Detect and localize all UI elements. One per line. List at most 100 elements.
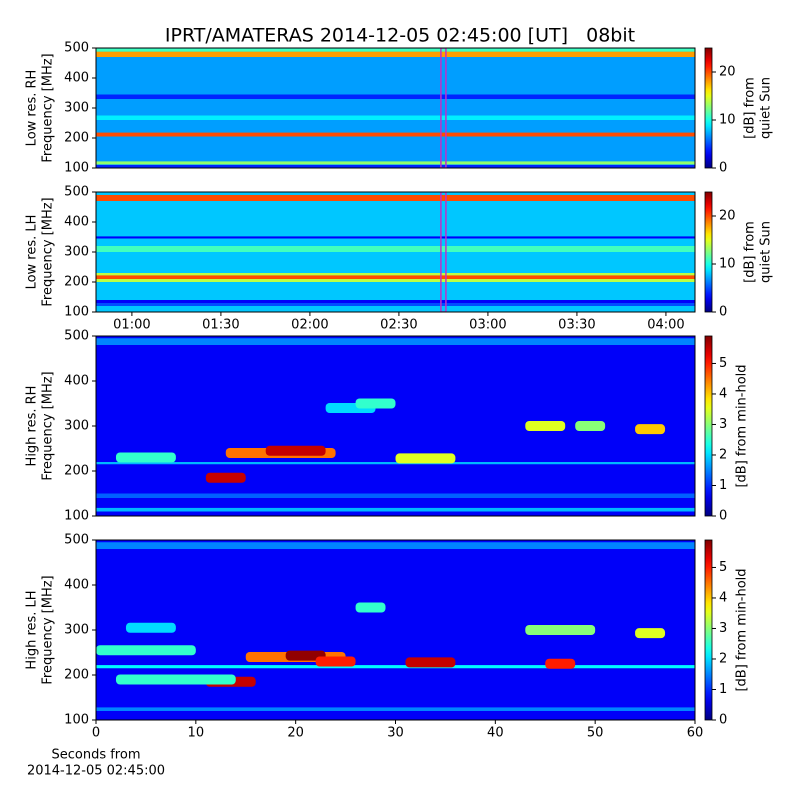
- band: [96, 246, 695, 252]
- burst: [205, 472, 246, 483]
- y-tick-label: 500: [64, 533, 89, 548]
- x-tick-label: 60: [687, 726, 704, 741]
- x-tick-label: 30: [387, 726, 404, 741]
- band: [96, 338, 695, 345]
- y-axis-label: High res. RH: [25, 386, 40, 467]
- y-tick-label: 400: [64, 374, 89, 389]
- y-tick-label: 500: [64, 185, 89, 200]
- burst: [525, 625, 596, 635]
- colorbar: [704, 539, 713, 721]
- y-axis-label: High res. LH: [25, 590, 40, 669]
- colorbar-label: quiet Sun: [759, 221, 774, 283]
- time-marker: [440, 48, 447, 168]
- x-tick-label: 10: [188, 726, 205, 741]
- burst: [125, 622, 176, 633]
- colorbar-tick-label: 4: [719, 386, 727, 401]
- colorbar-tick-label: 4: [719, 590, 727, 605]
- colorbar-tick-label: 2: [719, 447, 727, 462]
- y-tick-label: 300: [64, 101, 89, 116]
- band: [96, 507, 695, 512]
- x-tick-label: 04:00: [647, 318, 684, 333]
- x-tick-label: 50: [587, 726, 604, 741]
- colorbar: [704, 47, 713, 169]
- band: [96, 462, 695, 465]
- band: [96, 165, 695, 168]
- band: [96, 665, 695, 669]
- band: [96, 161, 695, 165]
- y-tick-label: 200: [64, 131, 89, 146]
- burst: [635, 628, 666, 639]
- burst: [115, 674, 236, 685]
- y-axis-label: Low res. RH: [25, 70, 40, 147]
- plot-area: [96, 192, 695, 312]
- colorbar-tick-label: 10: [719, 257, 736, 272]
- burst: [265, 445, 326, 456]
- y-axis-label: Frequency [MHz]: [41, 371, 56, 480]
- x-tick-label: 0: [92, 726, 100, 741]
- colorbar-label: [dB] from min-hold: [735, 568, 750, 691]
- burst: [545, 658, 576, 669]
- burst: [635, 424, 666, 435]
- background: [96, 540, 695, 720]
- band: [96, 48, 695, 52]
- plot-area: [96, 48, 695, 168]
- colorbar-tick-label: 2: [719, 651, 727, 666]
- band: [96, 132, 695, 137]
- y-tick-label: 100: [64, 713, 89, 728]
- y-tick-label: 100: [64, 305, 89, 320]
- y-axis-label: Frequency [MHz]: [41, 575, 56, 684]
- y-tick-label: 500: [64, 329, 89, 344]
- colorbar-tick-label: 10: [719, 113, 736, 128]
- burst: [405, 657, 456, 668]
- burst: [285, 650, 326, 661]
- y-tick-label: 300: [64, 419, 89, 434]
- colorbar-tick-label: 0: [719, 509, 727, 524]
- y-axis-label: Frequency [MHz]: [41, 53, 56, 162]
- x-tick-label: 01:00: [113, 318, 150, 333]
- colorbar-tick-label: 0: [719, 305, 727, 320]
- x-tick-label: 02:30: [380, 318, 417, 333]
- x-tick-label: 03:00: [469, 318, 506, 333]
- time-marker: [440, 192, 447, 312]
- colorbar-tick-label: 0: [719, 161, 727, 176]
- band: [96, 51, 695, 57]
- y-tick-label: 400: [64, 71, 89, 86]
- chart-title: IPRT/AMATERAS 2014-12-05 02:45:00 [UT] 0…: [165, 25, 635, 47]
- background: [96, 48, 695, 168]
- colorbar-tick-label: 3: [719, 417, 727, 432]
- y-tick-label: 300: [64, 245, 89, 260]
- band: [96, 542, 695, 549]
- y-tick-label: 200: [64, 275, 89, 290]
- band: [96, 707, 695, 711]
- y-tick-label: 100: [64, 509, 89, 524]
- colorbar: [704, 335, 713, 517]
- burst: [395, 453, 456, 464]
- colorbar-label: [dB] from: [743, 221, 758, 283]
- x-axis-label: 2014-12-05 02:45:00: [27, 764, 165, 779]
- x-tick-label: 20: [287, 726, 304, 741]
- band: [96, 275, 695, 279]
- colorbar-tick-label: 20: [719, 209, 736, 224]
- x-tick-label: 40: [487, 726, 504, 741]
- x-tick-label: 03:30: [558, 318, 595, 333]
- burst: [315, 656, 356, 667]
- colorbar-label: [dB] from: [743, 77, 758, 139]
- colorbar-tick-label: 20: [719, 65, 736, 80]
- x-tick-label: 02:00: [291, 318, 328, 333]
- burst: [525, 421, 566, 431]
- y-tick-label: 400: [64, 578, 89, 593]
- x-axis-label: Seconds from: [51, 748, 140, 763]
- colorbar-label: [dB] from min-hold: [735, 364, 750, 487]
- y-tick-label: 300: [64, 623, 89, 638]
- colorbar-label: quiet Sun: [759, 77, 774, 139]
- colorbar-tick-label: 0: [719, 713, 727, 728]
- y-tick-label: 400: [64, 215, 89, 230]
- colorbar-tick-label: 1: [719, 478, 727, 493]
- y-tick-label: 200: [64, 668, 89, 683]
- band: [96, 94, 695, 99]
- plot-area: [96, 540, 695, 720]
- band: [96, 301, 695, 306]
- colorbar: [704, 191, 713, 313]
- colorbar-tick-label: 1: [719, 682, 727, 697]
